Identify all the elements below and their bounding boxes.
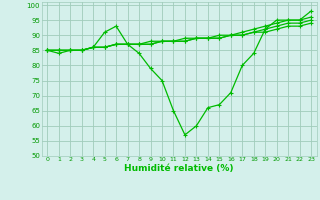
X-axis label: Humidité relative (%): Humidité relative (%)	[124, 164, 234, 173]
